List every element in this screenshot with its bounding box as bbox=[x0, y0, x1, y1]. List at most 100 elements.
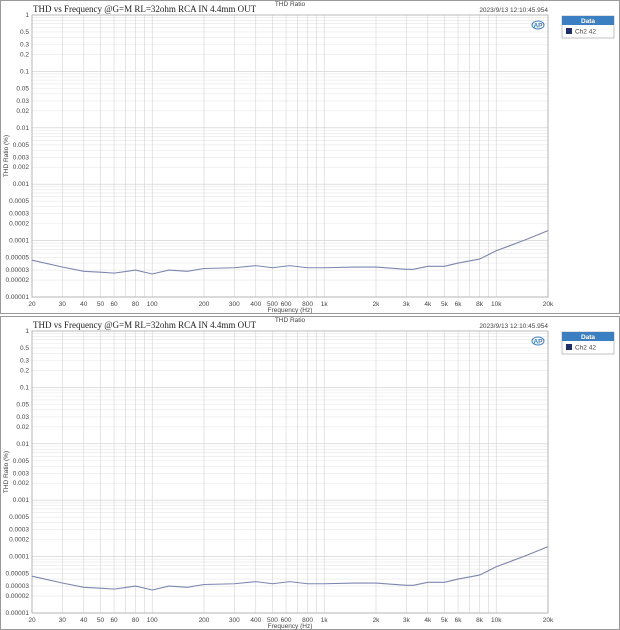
y-tick-label: 0.005 bbox=[13, 142, 30, 149]
y-tick-label: 0.00003 bbox=[6, 267, 30, 274]
x-tick-label: 100 bbox=[147, 301, 158, 308]
x-tick-label: 4k bbox=[424, 301, 432, 308]
x-tick-label: 600 bbox=[281, 301, 292, 308]
chart-panel-1: 1 0.5 0.3 0.2 0.1 0.05 0.03 0.02 0.01 0.005 0.003 0… bbox=[0, 0, 620, 314]
x-tick-label: 40 bbox=[80, 301, 88, 308]
series-line-ch2 bbox=[31, 230, 549, 275]
y-tick-label: 0.1 bbox=[20, 384, 29, 391]
x-tick-label: 1k bbox=[321, 617, 329, 624]
y-tick-label: 0.00002 bbox=[6, 277, 30, 284]
y-tick-label: 0.01 bbox=[16, 441, 29, 448]
x-tick-label: 40 bbox=[80, 617, 88, 624]
y-tick-label: 0.005 bbox=[13, 458, 30, 465]
x-tick-label: 500 bbox=[267, 301, 278, 308]
legend-entry[interactable]: Ch2 42 bbox=[575, 29, 596, 36]
x-tick-label: 8k bbox=[476, 301, 484, 308]
x-tick-label: 2k bbox=[373, 617, 381, 624]
series-line-ch2 bbox=[31, 546, 549, 591]
y-tick-label: 0.00001 bbox=[6, 294, 30, 301]
x-tick-label: 30 bbox=[59, 617, 67, 624]
chart-panel-2: 1 0.5 0.3 0.2 0.1 0.05 0.03 0.02 0.01 0.005 0.003 0… bbox=[0, 316, 620, 630]
y-tick-label: 0.03 bbox=[16, 98, 29, 105]
y-tick-label: 0.00001 bbox=[6, 610, 30, 617]
svg-text:AP: AP bbox=[533, 23, 543, 30]
x-tick-label: 100 bbox=[147, 617, 158, 624]
y-tick-label: 0.5 bbox=[20, 29, 29, 36]
y-tick-label: 0.01 bbox=[16, 125, 29, 132]
x-tick-label: 400 bbox=[250, 301, 261, 308]
y-tick-label: 1 bbox=[25, 12, 29, 19]
x-axis-label: Frequency (Hz) bbox=[268, 307, 313, 314]
y-tick-label: 0.0005 bbox=[9, 198, 29, 205]
y-axis-label: THD Ratio (%) bbox=[3, 451, 10, 493]
x-tick-label: 20 bbox=[28, 617, 36, 624]
x-tick-label: 2k bbox=[373, 301, 381, 308]
y-tick-label: 0.0003 bbox=[9, 527, 29, 534]
y-axis-label: THD Ratio (%) bbox=[3, 135, 10, 177]
x-tick-label: 1k bbox=[321, 301, 329, 308]
x-tick-label: 400 bbox=[250, 617, 261, 624]
legend-title: Data bbox=[581, 18, 595, 25]
y-tick-label: 0.003 bbox=[13, 470, 30, 477]
x-tick-label: 20k bbox=[543, 617, 554, 624]
x-tick-label: 600 bbox=[281, 617, 292, 624]
x-tick-label: 800 bbox=[302, 617, 313, 624]
x-tick-label: 50 bbox=[97, 617, 105, 624]
legend[interactable]: Data Ch2 42 bbox=[561, 331, 615, 355]
y-tick-label: 0.2 bbox=[20, 367, 29, 374]
ap-logo: AP bbox=[531, 20, 545, 30]
y-tick-label: 0.0005 bbox=[9, 514, 29, 521]
x-tick-label: 200 bbox=[199, 301, 210, 308]
chart-title: THD vs Frequency @G=M RL=32ohm RCA IN 4.… bbox=[33, 320, 257, 330]
x-tick-label: 5k bbox=[441, 301, 449, 308]
legend-entry[interactable]: Ch2 42 bbox=[575, 345, 596, 352]
x-tick-label: 60 bbox=[110, 301, 118, 308]
y-tick-label: 0.3 bbox=[20, 41, 29, 48]
y-tick-label: 0.00005 bbox=[6, 255, 30, 262]
x-tick-label: 800 bbox=[302, 301, 313, 308]
y-tick-label: 0.1 bbox=[20, 68, 29, 75]
legend[interactable]: Data Ch2 42 bbox=[561, 15, 615, 39]
y-tick-label: 0.02 bbox=[16, 424, 29, 431]
x-tick-label: 3k bbox=[403, 617, 411, 624]
x-tick-label: 80 bbox=[132, 617, 140, 624]
y-tick-label: 0.05 bbox=[16, 85, 29, 92]
x-tick-label: 8k bbox=[476, 617, 484, 624]
y-tick-label: 0.0002 bbox=[9, 537, 29, 544]
x-tick-label: 20k bbox=[543, 301, 554, 308]
top-label: THD Ratio bbox=[275, 317, 306, 324]
ap-logo: AP bbox=[531, 336, 545, 346]
top-label: THD Ratio bbox=[275, 1, 306, 8]
y-tick-label: 0.0002 bbox=[9, 221, 29, 228]
x-tick-label: 10k bbox=[491, 301, 502, 308]
chart-title: THD vs Frequency @G=M RL=32ohm RCA IN 4.… bbox=[33, 4, 257, 14]
x-tick-label: 60 bbox=[110, 617, 118, 624]
x-tick-label: 3k bbox=[403, 301, 411, 308]
y-tick-label: 0.00003 bbox=[6, 583, 30, 590]
y-tick-label: 0.3 bbox=[20, 357, 29, 364]
y-tick-label: 0.0001 bbox=[9, 238, 29, 245]
y-tick-label: 0.002 bbox=[13, 480, 30, 487]
y-tick-label: 0.02 bbox=[16, 108, 29, 115]
timestamp: 2023/9/13 12:10:45.954 bbox=[479, 7, 548, 14]
legend-swatch bbox=[566, 28, 572, 34]
y-tick-label: 0.0001 bbox=[9, 554, 29, 561]
y-tick-label: 0.001 bbox=[13, 497, 30, 504]
x-tick-label: 300 bbox=[229, 617, 240, 624]
x-tick-label: 500 bbox=[267, 617, 278, 624]
legend-swatch bbox=[566, 344, 572, 350]
y-tick-label: 0.05 bbox=[16, 401, 29, 408]
timestamp: 2023/9/13 12:10:45.954 bbox=[479, 323, 548, 330]
x-tick-label: 4k bbox=[424, 617, 432, 624]
x-tick-label: 5k bbox=[441, 617, 449, 624]
y-tick-label: 0.00002 bbox=[6, 593, 30, 600]
x-tick-label: 6k bbox=[455, 617, 463, 624]
y-tick-label: 0.5 bbox=[20, 345, 29, 352]
x-tick-label: 300 bbox=[229, 301, 240, 308]
legend-title: Data bbox=[581, 334, 595, 341]
x-tick-label: 10k bbox=[491, 617, 502, 624]
y-tick-label: 0.001 bbox=[13, 181, 30, 188]
x-tick-label: 20 bbox=[28, 301, 36, 308]
